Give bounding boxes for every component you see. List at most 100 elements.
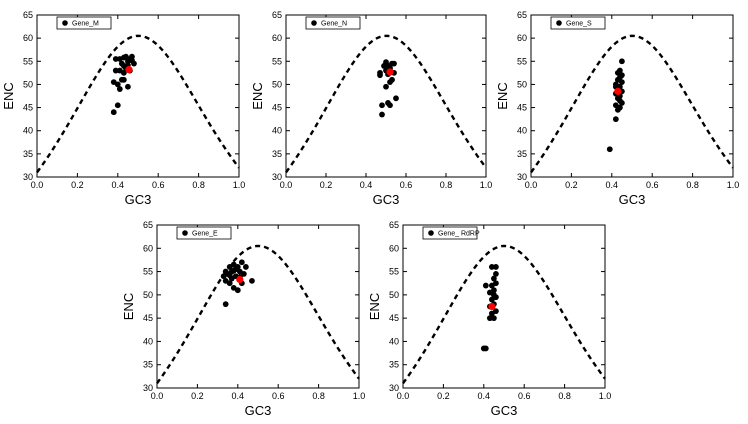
data-point [491, 275, 497, 282]
chart-panel-1: 0.0 0.2 0.4 0.6 0.8 1.0 30 35 40 45 50 55 60 65 GC3 ENC… [1, 10, 245, 207]
y-tick-label: 35 [272, 149, 282, 159]
y-tick-label: 55 [23, 56, 33, 66]
x-tick-label: 0.0 [31, 180, 44, 190]
y-tick-label: 55 [517, 56, 527, 66]
expected-enc-curve [530, 34, 734, 174]
data-point [493, 264, 499, 270]
x-tick-label: 0.4 [112, 180, 125, 190]
plot-frame [530, 14, 734, 178]
data-point [393, 95, 399, 102]
chart-panel-4: 0.0 0.2 0.4 0.6 0.8 1.0 30 35 40 45 50 55 60 65 GC3 ENC… [121, 220, 365, 418]
legend-marker [62, 20, 68, 26]
data-point [379, 102, 385, 109]
legend-box [56, 16, 112, 30]
legend-box [422, 226, 478, 240]
data-point [120, 54, 127, 61]
mean-point [386, 68, 394, 76]
data-point [491, 315, 497, 322]
data-point [242, 264, 249, 270]
x-tick-label: 0.8 [312, 391, 325, 401]
y-axis-label: ENC [121, 293, 136, 320]
x-tick-label: 0.8 [686, 180, 699, 190]
data-point [383, 59, 389, 66]
x-tick-label: 0.0 [525, 180, 538, 190]
y-tick-label: 65 [23, 10, 33, 20]
data-point [387, 102, 393, 109]
x-tick-label: 1.0 [353, 391, 366, 401]
y-tick-label: 60 [143, 243, 153, 253]
y-tick-label: 30 [23, 172, 33, 182]
plot-frame [156, 224, 360, 389]
y-tick-label: 35 [23, 149, 33, 159]
x-tick-label: 0.6 [400, 180, 413, 190]
y-tick-label: 40 [389, 336, 399, 346]
x-tick-label: 1.0 [480, 180, 493, 190]
x-tick-label: 0.8 [558, 391, 571, 401]
y-tick-label: 45 [389, 313, 399, 323]
data-point [616, 67, 623, 74]
y-tick-label: 40 [272, 126, 282, 136]
data-point [112, 67, 119, 74]
y-axis-label: ENC [1, 82, 16, 109]
x-tick-label: 0.4 [606, 180, 619, 190]
data-point [482, 345, 489, 352]
expected-enc-curve [402, 244, 606, 385]
plot-frame [285, 14, 487, 178]
x-tick-label: 0.8 [440, 180, 453, 190]
data-point [114, 102, 121, 109]
chart-panel-3: 0.0 0.2 0.4 0.6 0.8 1.0 30 35 40 45 50 55 60 65 GC3 ENC… [495, 10, 739, 207]
legend-label: Gene_E [192, 231, 218, 238]
x-tick-label: 0.4 [478, 391, 491, 401]
data-point [616, 97, 623, 104]
data-point [606, 146, 613, 153]
x-axis-label: GC3 [373, 192, 400, 207]
legend-box [305, 16, 361, 30]
y-tick-label: 30 [272, 172, 282, 182]
y-tick-label: 45 [143, 313, 153, 323]
x-tick-label: 0.0 [397, 391, 410, 401]
y-tick-label: 60 [272, 33, 282, 43]
data-point [486, 315, 493, 322]
data-point [383, 83, 389, 90]
mean-point [614, 87, 622, 95]
legend-box [176, 226, 232, 240]
data-point [114, 81, 121, 88]
x-axis-label: GC3 [619, 192, 646, 207]
y-tick-label: 50 [23, 79, 33, 89]
data-point [112, 56, 119, 62]
x-tick-label: 1.0 [233, 180, 246, 190]
data-point [249, 277, 255, 284]
expected-enc-curve [285, 34, 487, 174]
x-tick-label: 1.0 [727, 180, 740, 190]
y-tick-label: 55 [143, 267, 153, 277]
legend-marker [311, 20, 317, 26]
data-point [226, 280, 233, 287]
data-point [226, 272, 233, 279]
x-tick-label: 0.2 [437, 391, 450, 401]
data-point [389, 76, 395, 83]
x-tick-label: 0.6 [152, 180, 165, 190]
y-tick-label: 50 [389, 290, 399, 300]
legend-label: Gene_ RdRP [438, 231, 480, 238]
x-tick-label: 0.4 [232, 391, 245, 401]
legend-box [550, 16, 606, 30]
x-tick-label: 0.6 [518, 391, 531, 401]
chart-panel-5: 0.0 0.2 0.4 0.6 0.8 1.0 30 35 40 45 50 55 60 65 GC3 ENC… [367, 220, 611, 418]
mean-point [488, 302, 496, 311]
y-tick-label: 45 [23, 103, 33, 113]
y-tick-label: 60 [23, 33, 33, 43]
legend-label: Gene_S [566, 21, 592, 28]
data-point [240, 271, 247, 277]
y-tick-label: 30 [143, 383, 153, 393]
data-point [482, 282, 489, 289]
y-tick-label: 60 [517, 33, 527, 43]
data-point [234, 287, 241, 294]
data-point [222, 268, 229, 275]
y-tick-label: 55 [272, 56, 282, 66]
y-tick-label: 30 [389, 383, 399, 393]
plot-frame [36, 14, 240, 178]
x-tick-label: 0.2 [565, 180, 578, 190]
y-tick-label: 35 [389, 360, 399, 370]
data-point [491, 291, 497, 298]
